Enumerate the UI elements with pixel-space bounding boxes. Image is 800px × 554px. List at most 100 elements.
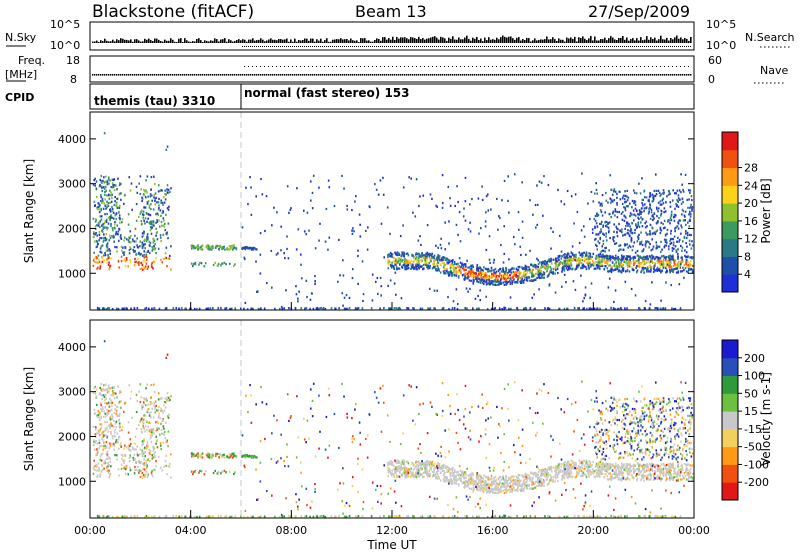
freq-dot [520, 74, 522, 76]
power-cell [95, 255, 97, 259]
power-cell [560, 250, 563, 253]
power-cell [484, 225, 487, 228]
nave-dot [688, 66, 689, 67]
power-cell [670, 219, 673, 222]
freq-dot [422, 74, 424, 76]
power-cell [399, 263, 401, 266]
power-cell [447, 295, 449, 299]
power-cell [629, 258, 631, 262]
power-cell [657, 207, 660, 210]
power-cell [311, 292, 313, 295]
nave-dot [416, 66, 417, 67]
power-cell [152, 224, 155, 227]
power-cell [665, 271, 667, 274]
power-cell [673, 307, 675, 311]
power-cell [661, 307, 664, 310]
nsearch-dot [474, 46, 475, 47]
velocity-cell [494, 491, 496, 494]
power-cell [330, 307, 333, 310]
freq-dot [564, 74, 566, 76]
power-cell [435, 267, 437, 271]
freq-dot [648, 74, 650, 76]
power-cell [441, 261, 444, 264]
nsearch-dot [578, 46, 579, 47]
power-cell [583, 307, 586, 310]
power-cell [547, 183, 550, 187]
nsky-bar [292, 41, 294, 43]
power-cell [478, 273, 480, 276]
nsearch-dot [624, 46, 625, 47]
power-cell [132, 239, 134, 242]
power-cell [681, 249, 683, 252]
power-cell [575, 256, 577, 259]
power-cell [442, 266, 445, 269]
power-cell [533, 263, 536, 266]
power-cell [481, 272, 484, 276]
power-cell [109, 249, 111, 252]
power-cell [555, 263, 558, 267]
power-cell [117, 177, 119, 180]
freq-dot [172, 74, 174, 76]
power-cell [546, 264, 549, 267]
freq-dot [310, 74, 312, 76]
power-cell [675, 249, 678, 252]
power-cell [170, 268, 172, 271]
power-cell [598, 257, 601, 261]
power-cell [147, 217, 149, 220]
power-cell [230, 246, 232, 249]
power-cell [136, 191, 139, 194]
power-cell [453, 269, 455, 272]
velocity-cell [495, 488, 498, 491]
velocity-cell [672, 462, 674, 465]
power-cell [274, 307, 276, 310]
power-cell [640, 269, 643, 272]
power-cell [589, 217, 591, 221]
power-cell [590, 190, 593, 194]
power-cell [94, 217, 97, 221]
power-cell [446, 262, 448, 266]
nsky-bar [656, 40, 658, 43]
power-cell [573, 253, 575, 257]
power-cell [99, 247, 102, 250]
power-cell [485, 272, 487, 275]
freq-dot [200, 74, 202, 76]
power-cell [130, 241, 132, 244]
power-cell [563, 267, 565, 270]
power-cell [106, 206, 108, 209]
power-cell [123, 307, 125, 310]
power-cell [536, 273, 539, 276]
power-cell [518, 276, 521, 279]
power-cell [664, 226, 666, 229]
power-cell [145, 253, 148, 257]
nsearch-dot [600, 46, 601, 47]
power-cell [125, 238, 128, 241]
power-cell [504, 275, 506, 278]
power-cell [581, 266, 584, 269]
power-cell [110, 200, 113, 203]
freq-dot [212, 74, 214, 76]
power-cell [417, 239, 420, 242]
power-cell [595, 233, 597, 236]
nsky-bar [514, 39, 516, 43]
power-cell [668, 219, 671, 222]
power-cell [400, 255, 403, 258]
power-cell [197, 247, 199, 250]
power-cell [397, 261, 399, 264]
nsearch-dot [328, 46, 329, 47]
velocity-cell [482, 488, 485, 491]
velocity-cell [525, 487, 528, 490]
power-cell [682, 201, 684, 204]
power-cell [522, 279, 524, 282]
power-cell [488, 276, 491, 280]
power-cell [516, 279, 519, 282]
power-cell [116, 250, 118, 253]
power-cell [280, 225, 282, 228]
nsearch-dot [392, 46, 393, 47]
power-cell [300, 263, 302, 266]
power-cell [128, 176, 131, 179]
nsearch-dot [478, 46, 479, 47]
velocity-cell [689, 464, 692, 467]
power-cell [602, 232, 604, 235]
power-cell [607, 222, 609, 226]
power-cell [476, 277, 478, 280]
